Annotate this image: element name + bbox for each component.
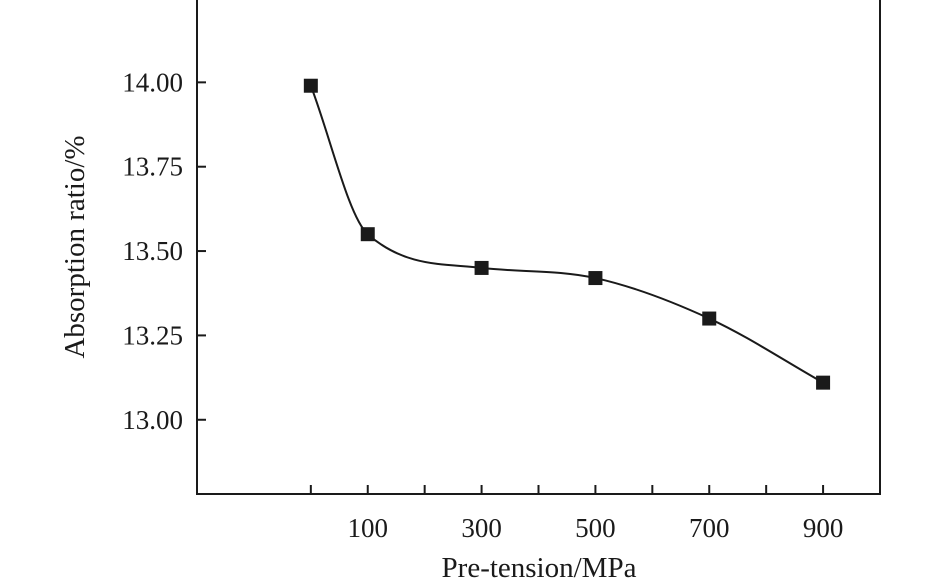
y-tick-label-0: 13.00 [122,405,183,435]
series-curve [309,85,824,384]
data-point-5 [816,375,831,390]
x-tick-label-4: 900 [803,513,844,543]
x-tick-label-1: 300 [461,513,502,543]
x-axis-title: Pre-tension/MPa [442,552,637,584]
data-point-3 [588,271,603,286]
y-tick-label-3: 13.75 [122,152,183,182]
data-point-0 [303,78,318,93]
x-tick-label-0: 100 [348,513,389,543]
data-point-1 [360,227,375,242]
x-tick-label-3: 700 [689,513,730,543]
data-point-2 [474,260,489,275]
y-tick-label-1: 13.25 [122,320,183,350]
y-tick-label-4: 14.00 [122,67,183,97]
y-axis-ticks: 13.00 13.25 13.50 13.75 14.00 [122,67,206,435]
data-point-4 [702,311,717,326]
series-markers [303,78,831,390]
y-axis-title: Absorption ratio/% [59,135,91,358]
y-tick-label-2: 13.50 [122,236,183,266]
plot-frame [196,0,881,495]
x-axis-ticks: 100 300 500 700 900 [309,485,844,543]
x-tick-label-2: 500 [575,513,616,543]
